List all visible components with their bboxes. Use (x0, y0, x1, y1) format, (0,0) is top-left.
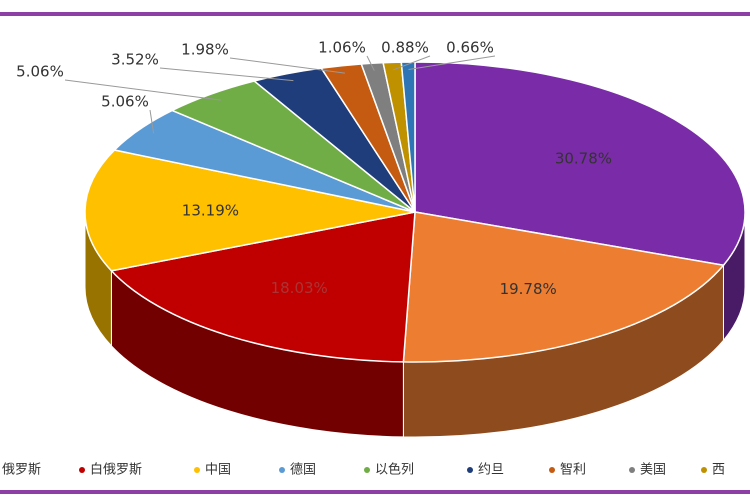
legend-marker (467, 467, 473, 473)
data-label: 19.78% (500, 280, 557, 298)
legend-label: 白俄罗斯 (90, 462, 142, 478)
legend-marker (629, 467, 635, 473)
leader-line (64, 79, 221, 101)
slice (84, 149, 416, 272)
bottom-border (0, 490, 750, 494)
data-label: 3.52% (111, 51, 159, 69)
legend-marker (79, 467, 85, 473)
data-label: 5.06% (16, 63, 64, 81)
data-label: 0.88% (381, 39, 429, 57)
legend-label: 约旦 (478, 463, 504, 478)
data-label: 0.66% (446, 39, 494, 57)
legend-label: 西 (712, 463, 725, 478)
top-border (0, 12, 750, 16)
legend-label: 中国 (205, 463, 231, 478)
legend-label: 俄罗斯 (2, 463, 41, 478)
leader-line (229, 57, 345, 74)
leader-line (408, 55, 496, 71)
leader-line (393, 55, 431, 71)
legend-label: 德国 (290, 463, 316, 478)
slices (84, 61, 746, 438)
legend-label: 以色列 (375, 462, 414, 478)
legend-marker (194, 467, 200, 473)
data-label: 18.03% (271, 279, 328, 297)
slice (109, 211, 416, 363)
legend-label: 智利 (560, 463, 586, 478)
data-label: 5.06% (101, 93, 149, 111)
legend-marker (701, 467, 707, 473)
slice (414, 61, 746, 267)
leader-line (366, 55, 375, 71)
leader-line (159, 67, 294, 82)
data-label: 13.19% (182, 201, 239, 219)
legend-marker (279, 467, 285, 473)
legend-marker (364, 467, 370, 473)
data-label: 30.78% (555, 150, 612, 168)
legend-marker (549, 467, 555, 473)
data-label: 1.06% (318, 39, 366, 57)
slice (402, 211, 725, 363)
leader-line (149, 109, 155, 134)
legend-label: 美国 (640, 463, 666, 478)
data-label: 1.98% (181, 41, 229, 59)
